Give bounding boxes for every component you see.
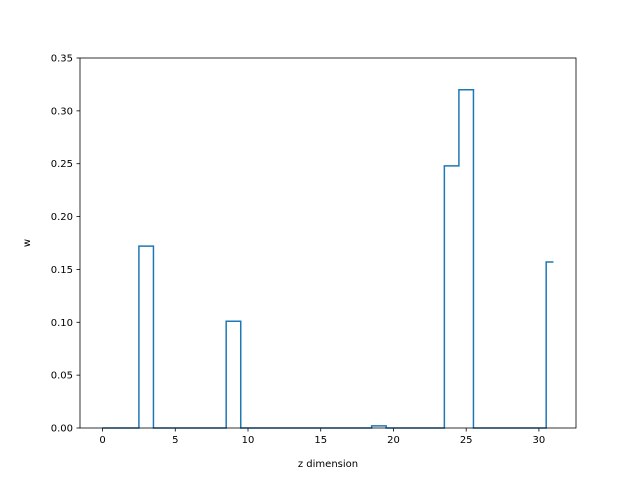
y-tick-label: 0.10 [51,318,73,329]
x-tick-label: 25 [460,435,473,446]
x-axis-label: z dimension [298,459,358,470]
y-tick-label: 0.00 [51,424,73,435]
y-tick-label: 0.15 [51,265,73,276]
ticks-layer: 0 5 10 15 20 25 30 0.00 0.05 0.10 0.15 0.20 0.25 0.30… [51,54,546,447]
y-tick-label: 0.25 [51,159,73,170]
y-tick-label: 0.05 [51,371,73,382]
plot-background [80,58,576,428]
plot-frame [79,57,577,429]
x-tick-label: 0 [99,435,105,446]
y-axis-label: w [22,239,33,247]
x-tick-label: 10 [242,435,255,446]
x-tick-label: 5 [172,435,178,446]
y-tick-label: 0.20 [51,212,73,223]
x-tick-label: 30 [533,435,546,446]
x-tick-label: 20 [387,435,400,446]
y-tick-label: 0.35 [51,54,73,65]
x-tick-label: 15 [314,435,327,446]
y-tick-label: 0.30 [51,106,73,117]
